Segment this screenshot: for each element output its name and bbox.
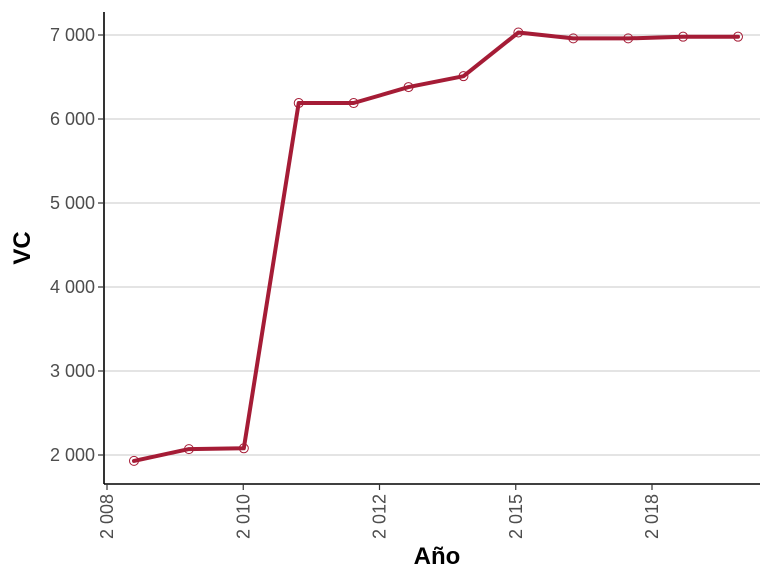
y-axis-title: VC — [9, 231, 36, 264]
data-point — [623, 33, 634, 44]
axes — [103, 12, 760, 485]
x-axis-ticks: 2 008 2 010 2 012 2 015 2 018 — [97, 484, 662, 539]
y-tick-label: 4 000 — [50, 277, 95, 297]
data-point — [458, 71, 469, 82]
data-point — [678, 31, 689, 42]
data-point — [568, 33, 579, 44]
data-point — [293, 98, 304, 109]
y-axis-ticks: 2 000 3 000 4 000 5 000 6 000 7 000 — [50, 25, 104, 465]
series-line — [132, 30, 740, 463]
x-tick-label: 2 012 — [370, 494, 390, 539]
y-tick-label: 7 000 — [50, 25, 95, 45]
y-tick-label: 3 000 — [50, 361, 95, 381]
data-series — [129, 27, 743, 466]
data-point — [348, 98, 359, 109]
y-tick-label: 6 000 — [50, 109, 95, 129]
data-point — [733, 31, 743, 42]
x-tick-label: 2 010 — [233, 494, 253, 539]
data-point — [238, 443, 249, 454]
x-tick-label: 2 015 — [506, 494, 526, 539]
x-axis-title: Año — [414, 543, 461, 569]
data-point — [513, 27, 524, 38]
x-tick-label: 2 018 — [642, 494, 662, 539]
y-tick-label: 5 000 — [50, 193, 95, 213]
data-point — [129, 455, 139, 466]
gridlines — [104, 34, 760, 456]
data-point — [403, 82, 414, 93]
x-tick-label: 2 008 — [97, 494, 117, 539]
data-point — [183, 444, 194, 455]
y-tick-label: 2 000 — [50, 445, 95, 465]
